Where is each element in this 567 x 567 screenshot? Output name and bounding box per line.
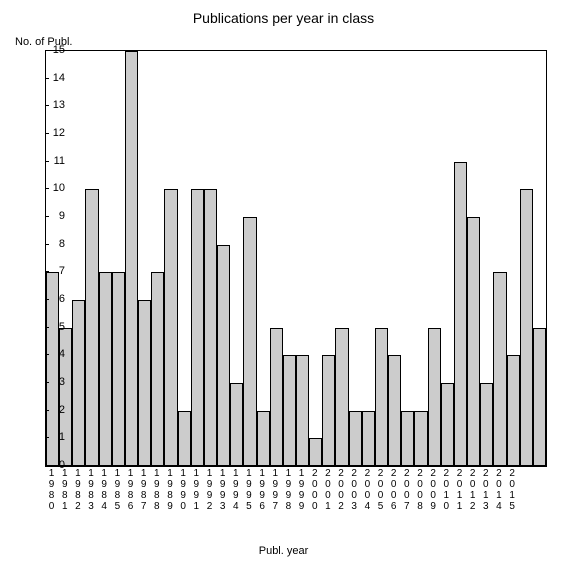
bar bbox=[125, 51, 138, 466]
x-tick-label: 1986 bbox=[125, 468, 137, 512]
bar bbox=[138, 300, 151, 466]
x-tick-label: 1984 bbox=[98, 468, 110, 512]
x-tick-label: 2000 bbox=[309, 468, 321, 512]
bar bbox=[217, 245, 230, 466]
bar bbox=[507, 355, 520, 466]
y-tick-mark bbox=[45, 354, 49, 355]
x-tick-label: 1996 bbox=[256, 468, 268, 512]
bar bbox=[191, 189, 204, 466]
bar bbox=[283, 355, 296, 466]
x-tick-label: 1995 bbox=[243, 468, 255, 512]
x-tick-label: 2004 bbox=[361, 468, 373, 512]
bar bbox=[85, 189, 98, 466]
x-tick-label: 2014 bbox=[493, 468, 505, 512]
bar bbox=[151, 272, 164, 466]
y-tick-mark bbox=[45, 327, 49, 328]
y-tick-mark bbox=[45, 216, 49, 217]
x-tick-label: 2009 bbox=[427, 468, 439, 512]
x-tick-label: 1992 bbox=[203, 468, 215, 512]
bar bbox=[375, 328, 388, 466]
bar bbox=[467, 217, 480, 466]
bar bbox=[230, 383, 243, 466]
x-tick-label: 1987 bbox=[138, 468, 150, 512]
bar bbox=[349, 411, 362, 466]
x-tick-label: 2013 bbox=[480, 468, 492, 512]
x-tick-label: 1994 bbox=[230, 468, 242, 512]
x-tick-label: 2015 bbox=[506, 468, 518, 512]
x-tick-label: 1998 bbox=[282, 468, 294, 512]
bar bbox=[270, 328, 283, 466]
bar bbox=[99, 272, 112, 466]
bar bbox=[533, 328, 546, 466]
x-tick-label: 1982 bbox=[72, 468, 84, 512]
y-tick-mark bbox=[45, 188, 49, 189]
y-tick-mark bbox=[45, 299, 49, 300]
chart-container: Publications per year in class No. of Pu… bbox=[0, 0, 567, 567]
bar bbox=[335, 328, 348, 466]
y-tick-mark bbox=[45, 50, 49, 51]
bar bbox=[296, 355, 309, 466]
chart-title: Publications per year in class bbox=[0, 10, 567, 26]
x-tick-label: 1999 bbox=[296, 468, 308, 512]
x-tick-label: 2003 bbox=[348, 468, 360, 512]
bar bbox=[112, 272, 125, 466]
bar bbox=[164, 189, 177, 466]
x-tick-label: 2007 bbox=[401, 468, 413, 512]
x-tick-label: 1991 bbox=[190, 468, 202, 512]
x-tick-label: 2010 bbox=[440, 468, 452, 512]
x-tick-label: 2002 bbox=[335, 468, 347, 512]
x-tick-label: 2012 bbox=[467, 468, 479, 512]
y-tick-mark bbox=[45, 78, 49, 79]
bar bbox=[388, 355, 401, 466]
bar bbox=[428, 328, 441, 466]
bar bbox=[401, 411, 414, 466]
x-tick-label: 1983 bbox=[85, 468, 97, 512]
bar bbox=[480, 383, 493, 466]
x-tick-label: 1990 bbox=[177, 468, 189, 512]
bar bbox=[309, 438, 322, 466]
x-tick-label: 2006 bbox=[388, 468, 400, 512]
x-tick-label: 1997 bbox=[269, 468, 281, 512]
x-axis-label: Publ. year bbox=[0, 545, 567, 557]
y-tick-mark bbox=[45, 244, 49, 245]
bar bbox=[178, 411, 191, 466]
y-tick-mark bbox=[45, 133, 49, 134]
y-tick-mark bbox=[45, 437, 49, 438]
x-tick-label: 1981 bbox=[59, 468, 71, 512]
bar bbox=[414, 411, 427, 466]
x-tick-label: 2008 bbox=[414, 468, 426, 512]
y-tick-mark bbox=[45, 465, 49, 466]
x-tick-label: 1980 bbox=[46, 468, 58, 512]
bar bbox=[454, 162, 467, 466]
bar bbox=[441, 383, 454, 466]
bar bbox=[257, 411, 270, 466]
bar bbox=[243, 217, 256, 466]
x-tick-label: 2005 bbox=[375, 468, 387, 512]
bar bbox=[204, 189, 217, 466]
y-tick-mark bbox=[45, 105, 49, 106]
bar bbox=[493, 272, 506, 466]
y-tick-mark bbox=[45, 410, 49, 411]
bar bbox=[72, 300, 85, 466]
y-tick-mark bbox=[45, 161, 49, 162]
plot-area bbox=[45, 50, 547, 467]
y-tick-mark bbox=[45, 382, 49, 383]
x-tick-label: 2001 bbox=[322, 468, 334, 512]
bar bbox=[520, 189, 533, 466]
x-tick-label: 2011 bbox=[453, 468, 465, 512]
x-tick-label: 1989 bbox=[164, 468, 176, 512]
bar bbox=[362, 411, 375, 466]
x-tick-label: 1985 bbox=[111, 468, 123, 512]
x-tick-label: 1993 bbox=[217, 468, 229, 512]
y-tick-mark bbox=[45, 271, 49, 272]
bar bbox=[322, 355, 335, 466]
x-tick-label: 1988 bbox=[151, 468, 163, 512]
